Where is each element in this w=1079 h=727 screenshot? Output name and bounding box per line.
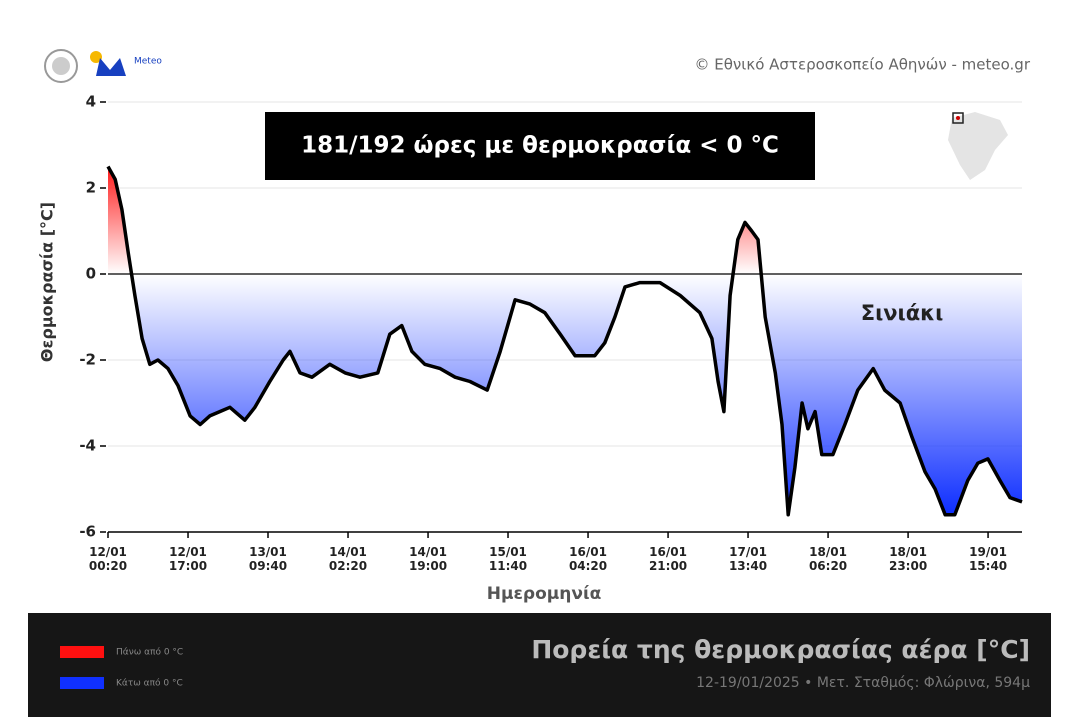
- chart-title: Πορεία της θερμοκρασίας αέρα [°C]: [531, 635, 1030, 664]
- x-tick-label: 16/01 04:20: [569, 545, 607, 573]
- logo-text: Meteo: [134, 57, 162, 67]
- line: [106, 165, 1023, 517]
- x-tick-label-line: 06:20: [809, 559, 847, 573]
- x-tick-label: 16/01 21:00: [649, 545, 687, 573]
- legend-label: Πάνω από 0 °C: [116, 647, 183, 658]
- x-tick-label-line: 13:40: [729, 559, 767, 573]
- x-tick-label-line: 13/01: [249, 545, 287, 559]
- fill-below: [108, 274, 1022, 515]
- y-tick-label: -2: [79, 351, 96, 369]
- y-axis-label: Θερμοκρασία [°C]: [38, 202, 57, 362]
- logo: Meteo: [44, 49, 162, 83]
- x-tick-label-line: 23:00: [889, 559, 927, 573]
- x-tick-label-line: 12/01: [89, 545, 127, 559]
- x-tick-label-line: 11:40: [489, 559, 527, 573]
- chart-subtitle: 12-19/01/2025 • Μετ. Σταθμός: Φλώρινα, 5…: [696, 675, 1030, 691]
- credit: © Εθνικό Αστεροσκοπείο Αθηνών - meteo.gr: [695, 56, 1031, 74]
- x-tick-label-line: 14/01: [409, 545, 447, 559]
- y-tick-label: -4: [79, 437, 96, 455]
- x-tick-label-line: 15:40: [969, 559, 1007, 573]
- x-tick-label-line: 09:40: [249, 559, 287, 573]
- x-axis-label: Ημερομηνία: [487, 584, 602, 604]
- legend-swatch: [60, 646, 104, 658]
- y-tick-label: 2: [86, 179, 96, 197]
- x-tick-label: 17/01 13:40: [729, 545, 767, 573]
- x-tick-label-line: 12/01: [169, 545, 207, 559]
- legend-swatch: [60, 677, 104, 689]
- x-tick-label: 18/01 23:00: [889, 545, 927, 573]
- x-tick-label-line: 16/01: [649, 545, 687, 559]
- x-tick-label-line: 19/01: [969, 545, 1007, 559]
- x-tick-label-line: 02:20: [329, 559, 367, 573]
- x-tick-label-line: 17/01: [729, 545, 767, 559]
- annotation-box: [265, 112, 815, 180]
- x-tick-label-line: 04:20: [569, 559, 607, 573]
- x-tick-label: 19/01 15:40: [969, 545, 1007, 573]
- x-tick-label: 12/01 17:00: [169, 545, 207, 573]
- y-tick-label: 0: [86, 265, 96, 283]
- y-tick-label: 4: [86, 93, 96, 111]
- x-tick-label-line: 14/01: [329, 545, 367, 559]
- x-tick-label: 12/01 00:20: [89, 545, 127, 573]
- footer: [28, 613, 1051, 717]
- inset-map: [948, 112, 1008, 180]
- x-tick-label-line: 00:20: [89, 559, 127, 573]
- x-tick-label: 15/01 11:40: [489, 545, 527, 573]
- x-tick-label: 13/01 09:40: [249, 545, 287, 573]
- legend-label: Κάτω από 0 °C: [116, 678, 183, 689]
- note: Σινιάκι: [861, 301, 944, 325]
- y-tick-label: -6: [79, 523, 96, 541]
- x-tick-label-line: 16/01: [569, 545, 607, 559]
- x-tick-label-line: 17:00: [169, 559, 207, 573]
- x-tick-label-line: 18/01: [889, 545, 927, 559]
- x-tick-label-line: 19:00: [409, 559, 447, 573]
- x-tick-label: 18/01 06:20: [809, 545, 847, 573]
- annotation: 181/192 ώρες με θερμοκρασία < 0 °C: [301, 133, 779, 159]
- x-tick-label-line: 18/01: [809, 545, 847, 559]
- x-tick-label: 14/01 19:00: [409, 545, 447, 573]
- x-tick-label: 14/01 02:20: [329, 545, 367, 573]
- x-tick-label-line: 15/01: [489, 545, 527, 559]
- x-tick-label-line: 21:00: [649, 559, 687, 573]
